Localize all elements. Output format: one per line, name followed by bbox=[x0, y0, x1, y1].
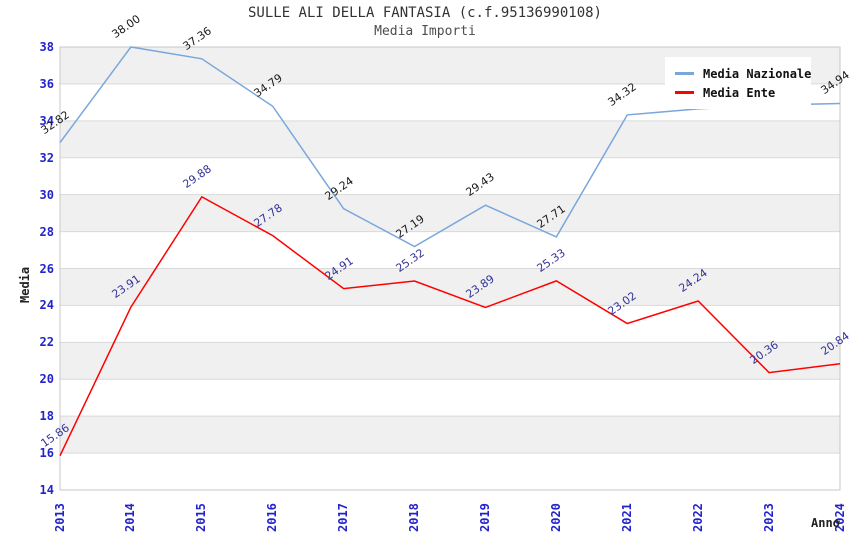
x-axis-title: Anno bbox=[811, 516, 840, 530]
plot-border bbox=[59, 46, 841, 491]
legend-item-media-ente: Media Ente bbox=[675, 83, 811, 102]
series-line-media-ente bbox=[59, 195, 841, 456]
chart-subtitle: Media Importi bbox=[374, 24, 476, 39]
legend-label: Media Nazionale bbox=[703, 66, 812, 81]
plot-band bbox=[60, 268, 840, 306]
plot-band bbox=[60, 342, 840, 380]
legend-item-media-nazionale: Media Nazionale bbox=[675, 64, 811, 83]
legend: Media Nazionale Media Ente bbox=[665, 57, 811, 109]
chart-title: SULLE ALI DELLA FANTASIA (c.f.9513699010… bbox=[247, 5, 602, 21]
plot-band bbox=[60, 120, 840, 158]
plot-band bbox=[60, 416, 840, 454]
legend-swatch-nazionale-icon bbox=[675, 72, 694, 75]
legend-label: Media Ente bbox=[703, 85, 776, 100]
legend-swatch-ente-icon bbox=[675, 91, 694, 94]
y-axis-title: Media bbox=[18, 266, 32, 303]
